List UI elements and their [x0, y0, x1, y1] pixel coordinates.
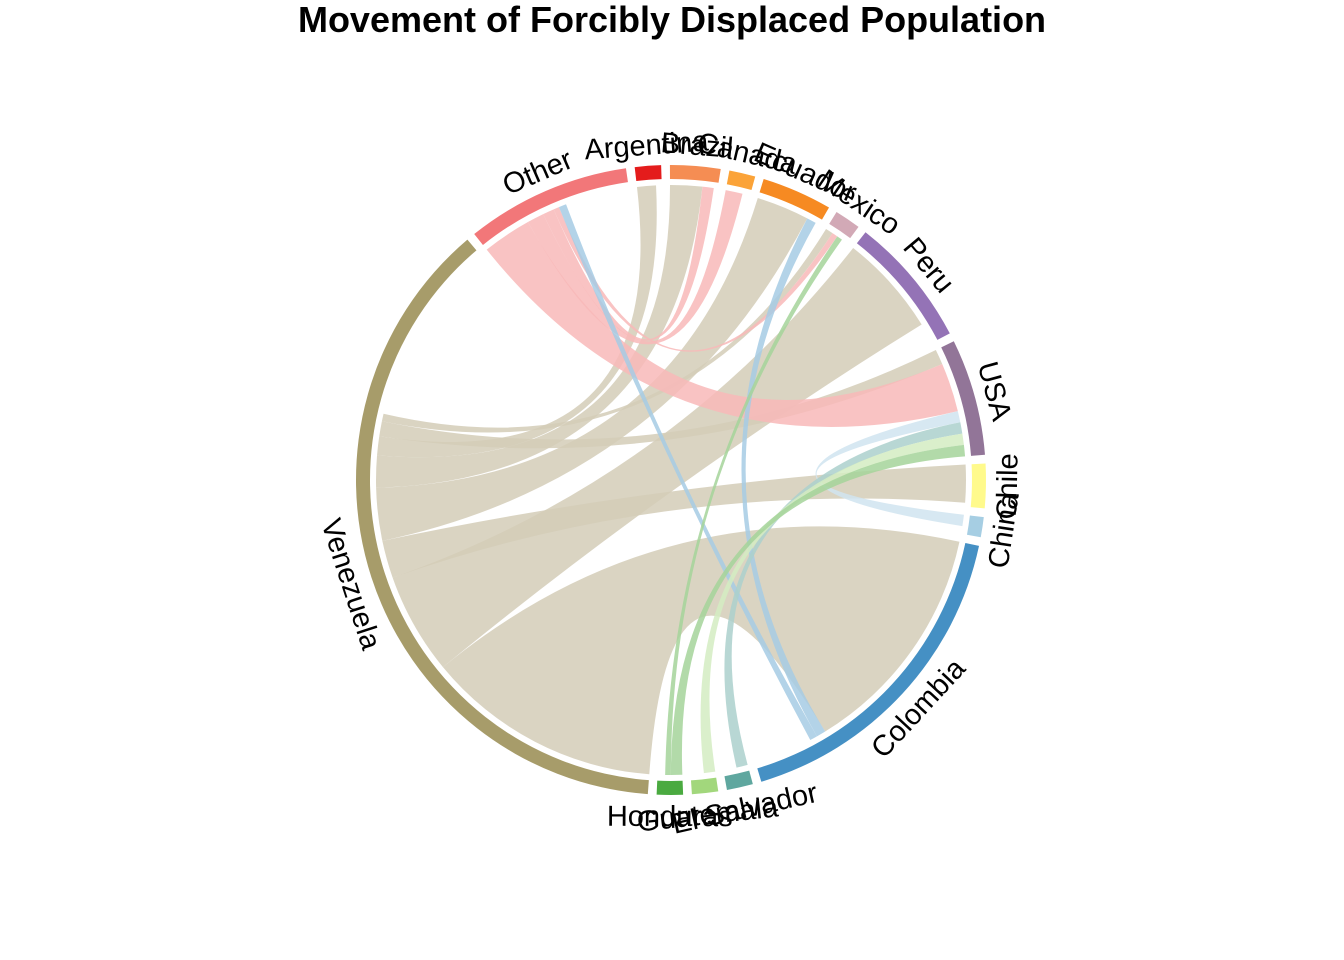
sector-chile [970, 463, 986, 509]
sector-argentina [634, 165, 662, 182]
sector-honduras [656, 780, 684, 796]
chart-title: Movement of Forcibly Displaced Populatio… [297, 0, 1047, 40]
chord-colombia-to-ecuador [741, 218, 826, 737]
chord-other-to-canada [527, 190, 743, 345]
sector-mexico [829, 212, 859, 239]
chord-venezuela-to-ecuador [376, 198, 808, 541]
label-brazil: Brazil [660, 127, 735, 165]
chord-venezuela-to-colombia [442, 526, 960, 775]
sector-canada [726, 170, 756, 190]
chord-venezuela-to-peru [392, 247, 922, 668]
sector-other [474, 168, 628, 245]
chord-other-to-usa [486, 222, 958, 427]
chord-china-to-usa [815, 411, 964, 527]
sector-ecuador [759, 178, 830, 220]
sector-china [966, 515, 984, 538]
sector-el-salvador [724, 770, 753, 790]
label-chile: Chile [991, 453, 1024, 520]
sector-usa [941, 341, 985, 456]
label-honduras: Honduras [607, 801, 733, 833]
sector-brazil [669, 165, 721, 183]
sector-peru [856, 232, 950, 340]
label-china: China [983, 490, 1026, 571]
chord-other-to-brazil [543, 186, 714, 341]
sector-guatemala [690, 777, 719, 795]
chord-venezuela-to-brazil [376, 185, 703, 488]
chord-colombia-to-other [558, 204, 817, 741]
